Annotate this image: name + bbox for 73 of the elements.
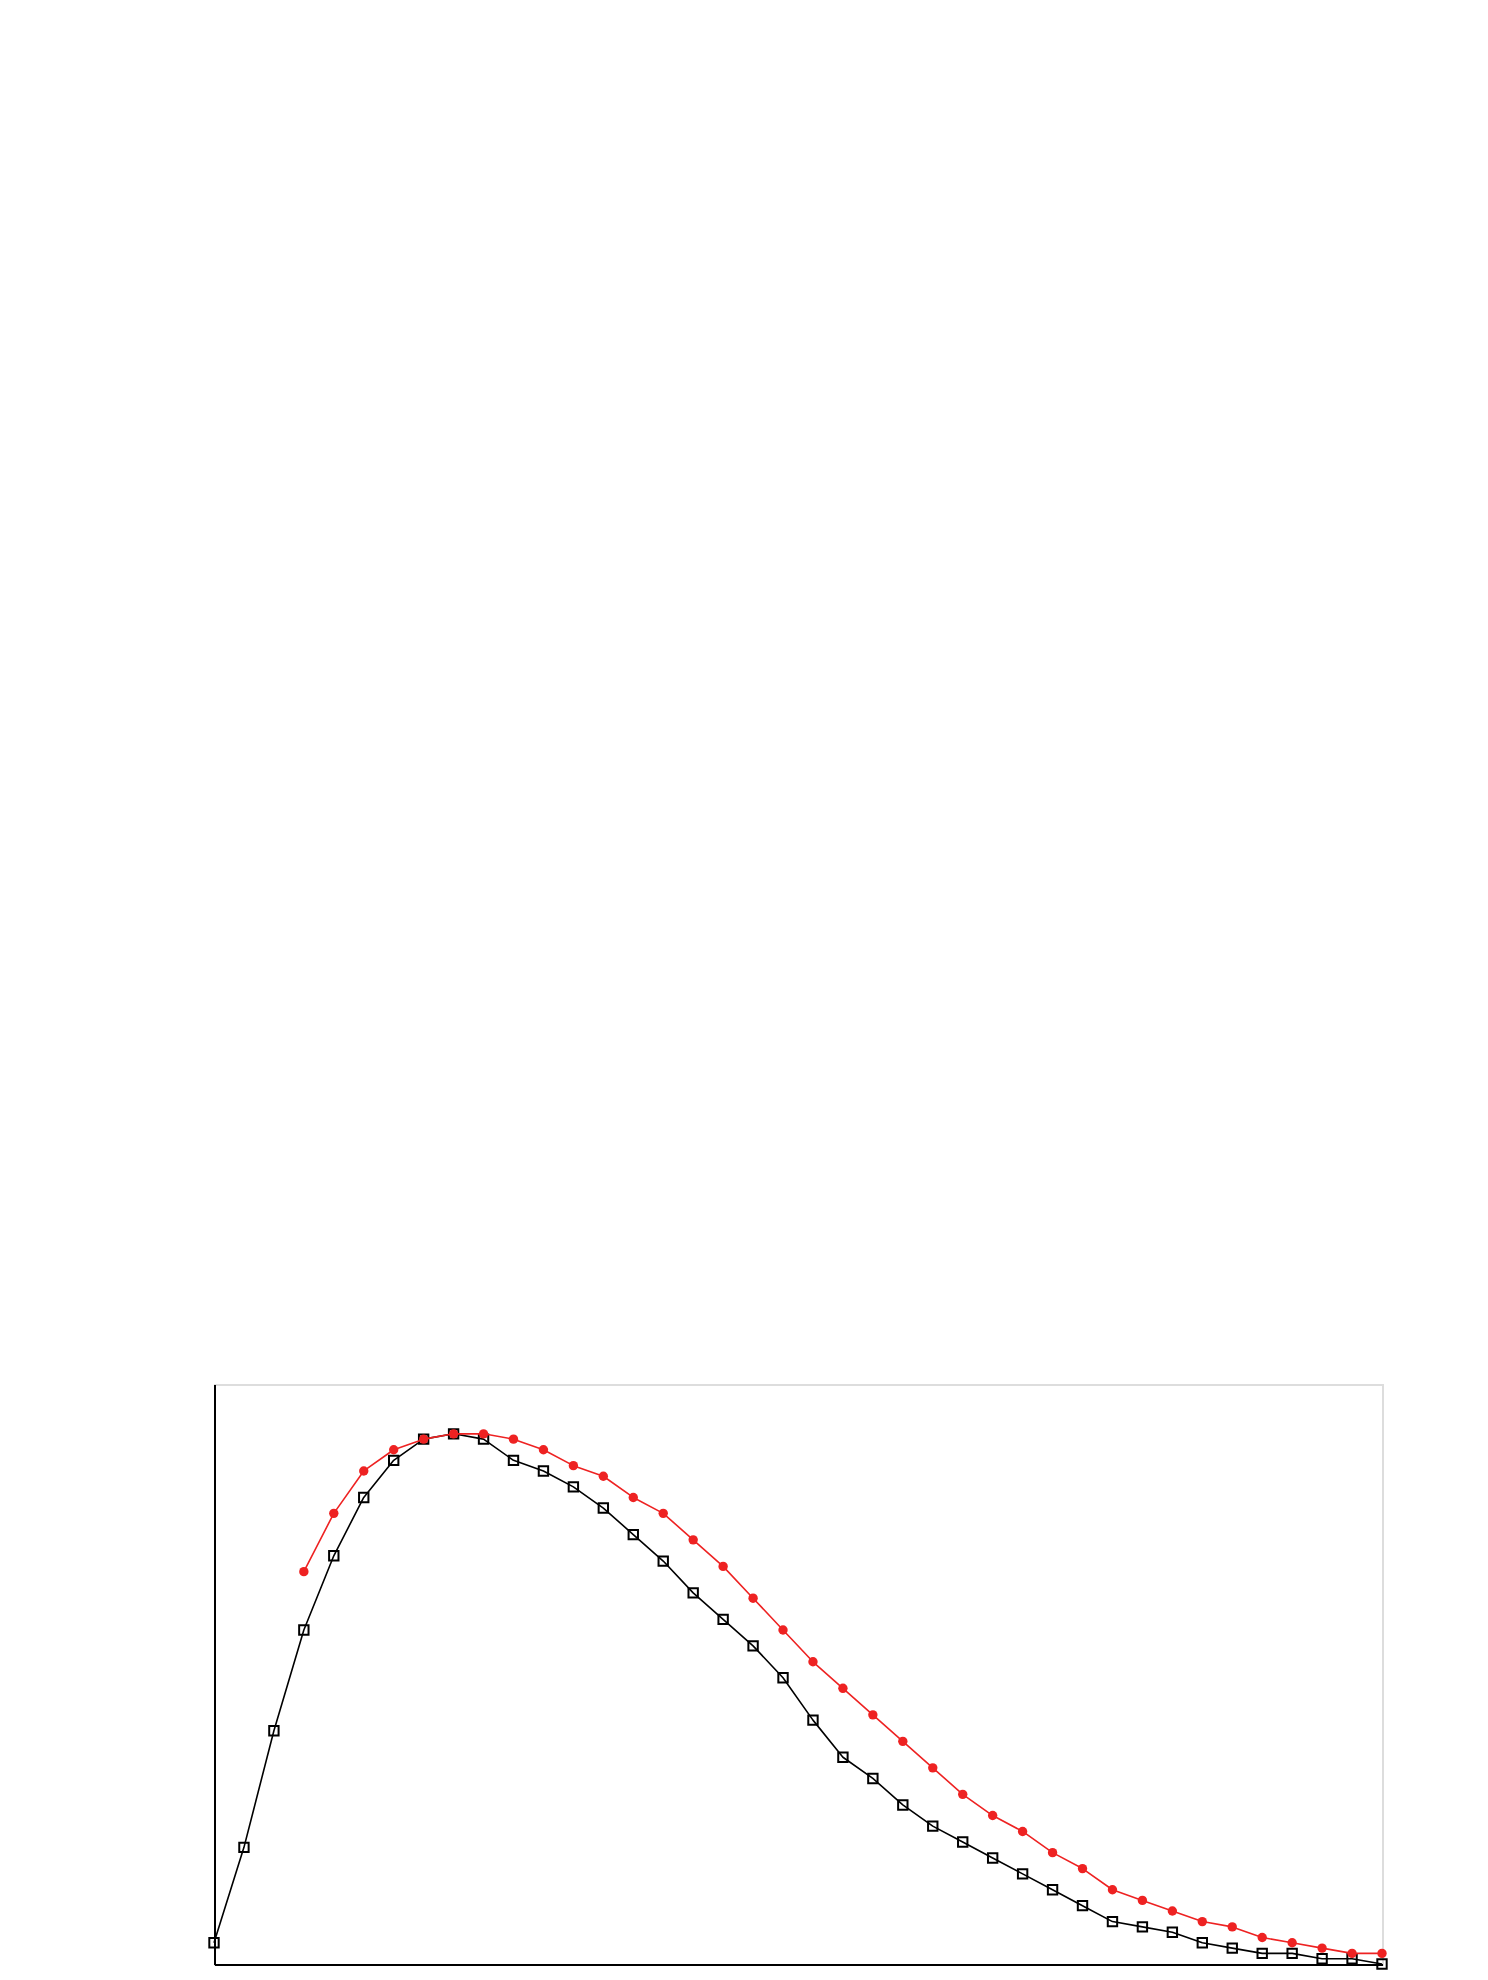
point: [1167, 1906, 1178, 1916]
point: [208, 1937, 220, 1949]
point: [898, 1736, 908, 1747]
point: [628, 1492, 638, 1503]
point: [718, 1561, 728, 1572]
point: [867, 1772, 879, 1785]
point: [507, 1454, 520, 1467]
point: [1257, 1932, 1267, 1943]
point: [359, 1466, 369, 1476]
point: [1106, 1915, 1119, 1928]
point: [958, 1789, 968, 1800]
point: [1107, 1885, 1118, 1895]
point: [358, 1491, 370, 1504]
point: [747, 1640, 759, 1652]
point: [1287, 1938, 1297, 1948]
point: [598, 1471, 609, 1481]
point: [837, 1751, 849, 1763]
point: [1017, 1826, 1028, 1837]
point: [597, 1502, 610, 1514]
point: [1046, 1884, 1059, 1896]
point: [807, 1714, 819, 1726]
point: [808, 1657, 818, 1667]
point: [688, 1535, 698, 1545]
point: [1377, 1948, 1387, 1959]
point: [238, 1841, 250, 1854]
point: [748, 1593, 758, 1603]
point: [298, 1624, 310, 1636]
point: [1137, 1895, 1148, 1906]
point: [1347, 1948, 1357, 1959]
point: [1226, 1942, 1238, 1954]
point: [538, 1445, 549, 1455]
point: [868, 1710, 878, 1720]
point: [329, 1508, 339, 1519]
point: [299, 1567, 309, 1577]
point: [777, 1672, 789, 1684]
point: [389, 1445, 399, 1455]
point: [627, 1528, 639, 1541]
point: [927, 1820, 939, 1832]
point: [508, 1434, 519, 1444]
point: [328, 1550, 340, 1562]
point: [1166, 1926, 1179, 1938]
point: [568, 1460, 579, 1471]
point: [478, 1429, 489, 1439]
point: [778, 1625, 788, 1635]
point: [1197, 1916, 1207, 1927]
point: [658, 1508, 668, 1519]
point: [388, 1454, 400, 1467]
point: [1016, 1868, 1029, 1880]
point: [1317, 1943, 1327, 1953]
point: [1286, 1947, 1298, 1960]
point: [1316, 1953, 1328, 1965]
point: [928, 1763, 938, 1773]
point: [1227, 1922, 1237, 1932]
point: [986, 1852, 999, 1864]
point: [477, 1433, 490, 1445]
point: [897, 1799, 909, 1811]
point: [567, 1481, 580, 1493]
point: [1346, 1953, 1358, 1965]
point: [537, 1465, 550, 1477]
point: [1196, 1937, 1208, 1949]
point: [268, 1725, 280, 1737]
point: [717, 1613, 729, 1626]
point: [838, 1683, 848, 1693]
point: [1376, 1958, 1388, 1970]
point: [987, 1810, 998, 1821]
point: [1256, 1947, 1268, 1960]
point: [1076, 1899, 1089, 1912]
point: [957, 1836, 969, 1848]
point: [1077, 1863, 1088, 1874]
point: [1136, 1921, 1149, 1933]
point: [657, 1555, 669, 1567]
point: [687, 1587, 699, 1599]
point: [1047, 1847, 1058, 1858]
